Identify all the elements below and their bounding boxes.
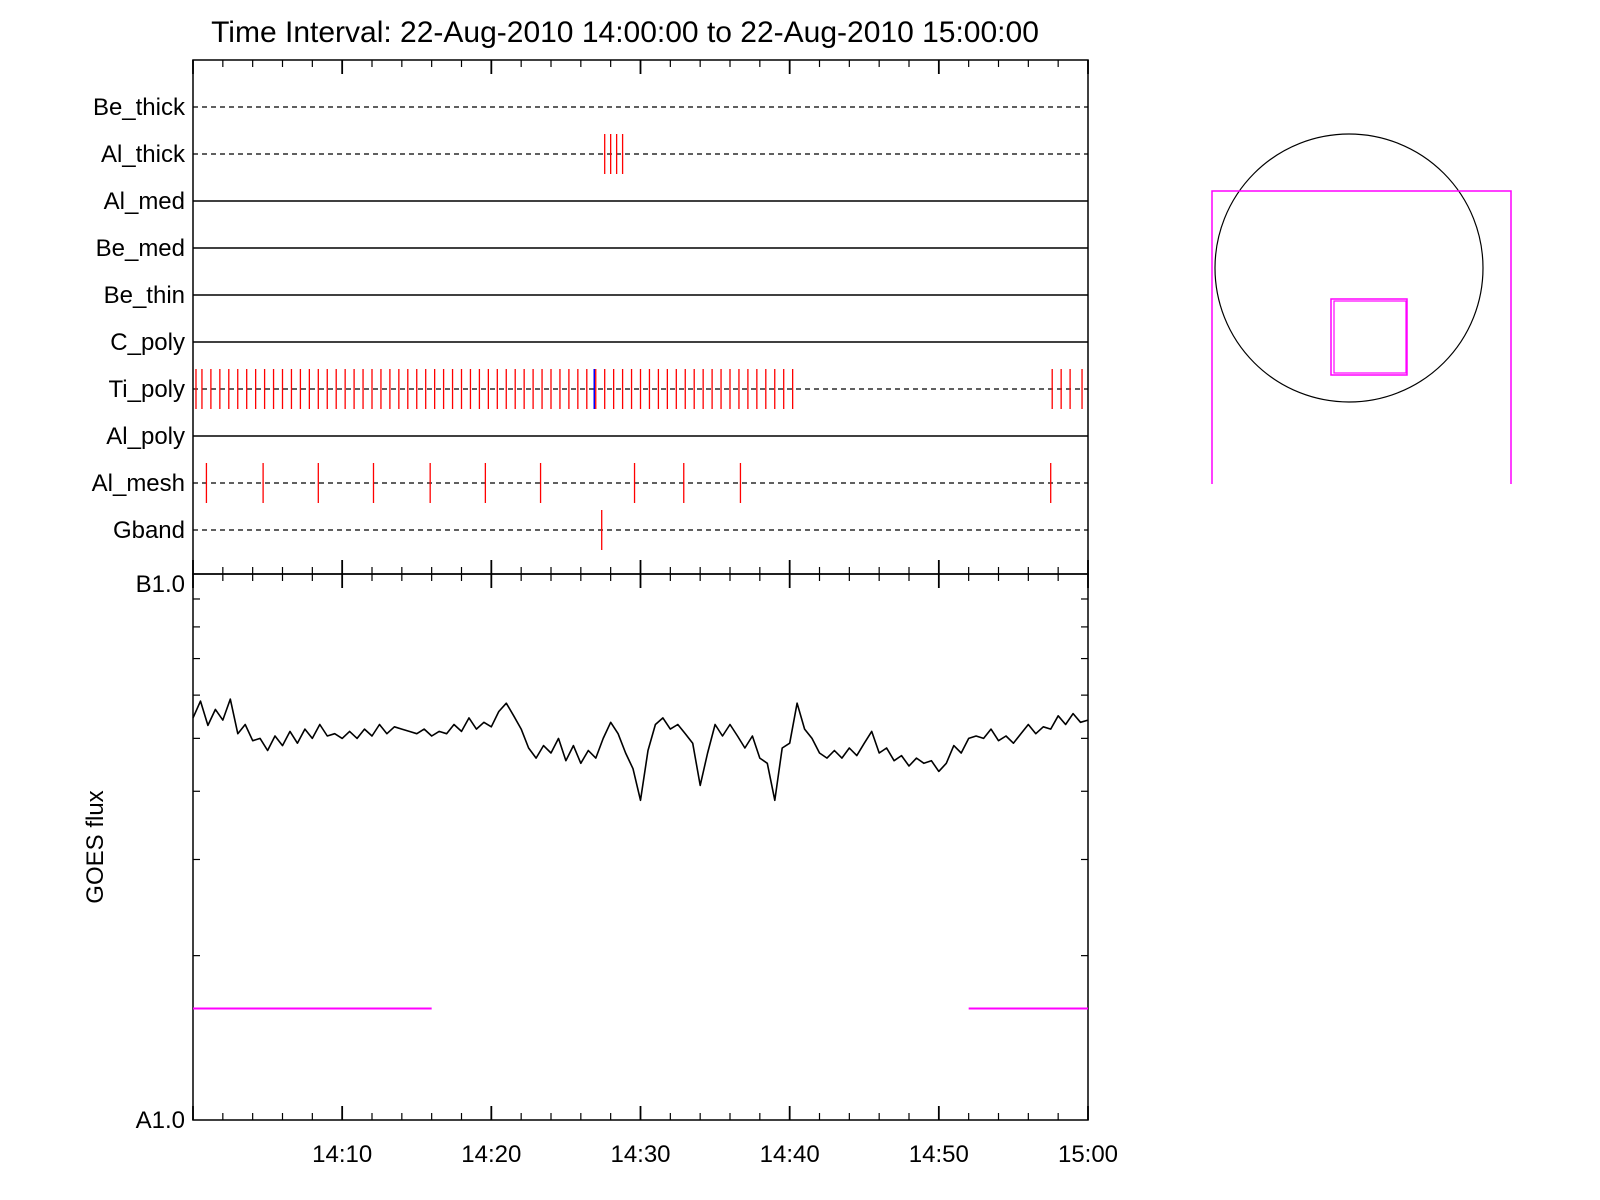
- filter-timeline-panel: Be_thick Al_thick Al_med Be_med Be_thin C_pol…: [92, 59, 1089, 588]
- timeline-plot-frame: [192, 59, 1089, 575]
- x-tick-label: 14:20: [461, 1141, 521, 1168]
- flux-plot-frame: [192, 573, 1089, 1121]
- pointing-box-inner: [1333, 300, 1407, 374]
- row-label-al_mesh: Al_mesh: [92, 470, 185, 497]
- row-label-c_poly: C_poly: [110, 329, 185, 356]
- row-label-al_thick: Al_thick: [101, 141, 186, 168]
- goes-flux-line: [192, 698, 1089, 802]
- row-label-be_thick: Be_thick: [93, 94, 186, 121]
- x-tick-label: 14:50: [909, 1141, 969, 1168]
- y-tick-label: A1.0: [136, 1107, 185, 1134]
- row-label-ti_poly: Ti_poly: [109, 376, 185, 403]
- chart-title: Time Interval: 22-Aug-2010 14:00:00 to 2…: [211, 16, 1039, 49]
- x-tick-label: 15:00: [1058, 1141, 1118, 1168]
- goes-flux-panel: 14:10 14:20 14:30 14:40 14:50 15:00 B1.0 A1.0 G…: [82, 571, 1118, 1168]
- row-label-al_med: Al_med: [104, 188, 185, 215]
- x-tick-label: 14:30: [610, 1141, 670, 1168]
- pointing-box-outer: [1330, 298, 1408, 376]
- row-label-al_poly: Al_poly: [106, 423, 185, 450]
- y-tick-label: B1.0: [136, 571, 185, 598]
- row-label-be_thin: Be_thin: [104, 282, 185, 309]
- field-of-view-outline: [1211, 190, 1512, 484]
- x-tick-label: 14:40: [760, 1141, 820, 1168]
- y-axis-label: GOES flux: [82, 790, 109, 903]
- solar-disk-outline: [1214, 133, 1484, 403]
- sun-locator-inset: [1211, 133, 1512, 484]
- row-label-gband: Gband: [113, 517, 185, 544]
- x-tick-label: 14:10: [312, 1141, 372, 1168]
- row-label-be_med: Be_med: [96, 235, 185, 262]
